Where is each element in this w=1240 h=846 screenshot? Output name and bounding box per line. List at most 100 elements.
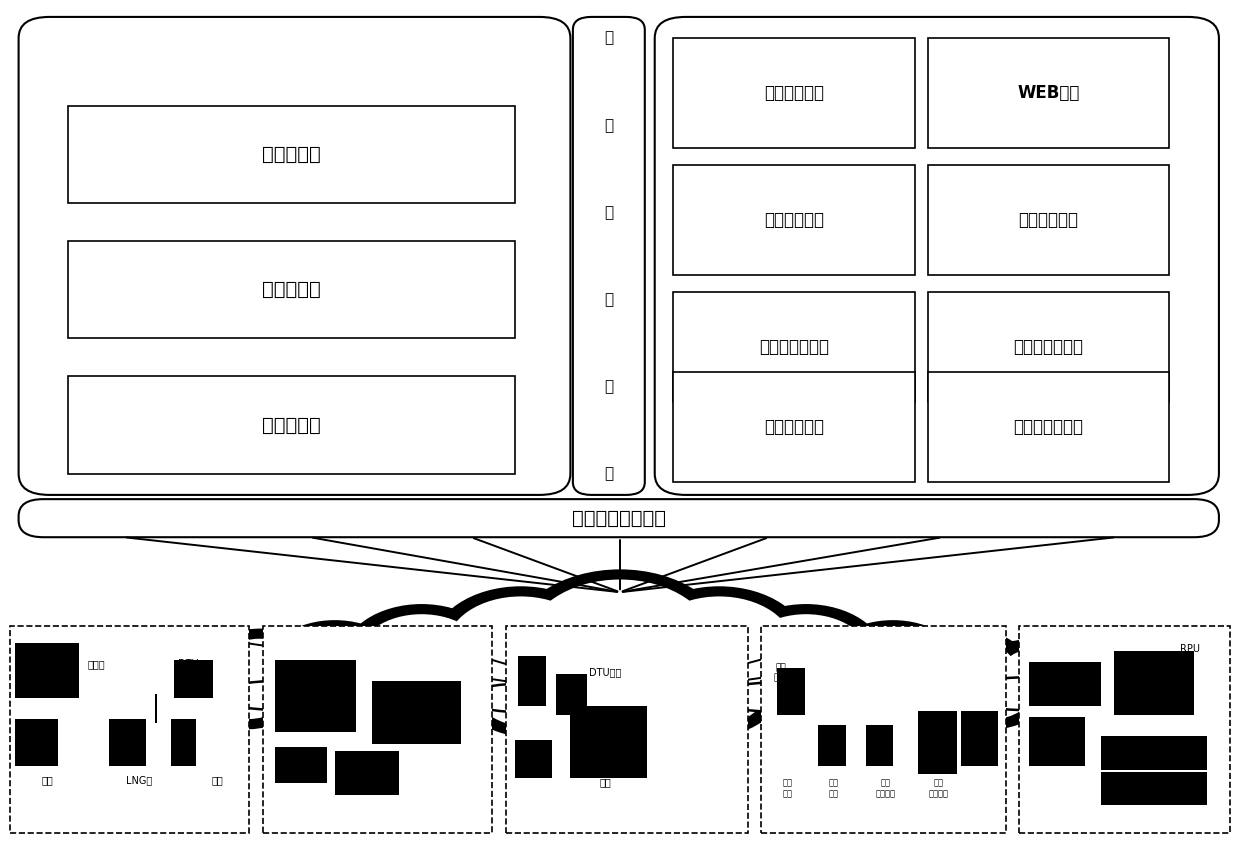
Text: 综合能量管理: 综合能量管理 bbox=[764, 84, 825, 102]
Text: 据: 据 bbox=[604, 292, 614, 307]
Ellipse shape bbox=[832, 679, 978, 711]
Circle shape bbox=[357, 614, 486, 702]
Bar bbox=[928, 372, 1169, 482]
Bar bbox=[15, 719, 58, 766]
Bar bbox=[818, 725, 846, 766]
Bar bbox=[263, 626, 492, 833]
Circle shape bbox=[645, 643, 769, 728]
Text: 视频及环境监控: 视频及环境监控 bbox=[1013, 418, 1084, 437]
Circle shape bbox=[754, 654, 858, 725]
Ellipse shape bbox=[465, 684, 601, 711]
Text: WEB发布: WEB发布 bbox=[1017, 84, 1080, 102]
Bar bbox=[777, 668, 805, 715]
Ellipse shape bbox=[1076, 673, 1205, 709]
Circle shape bbox=[645, 596, 794, 698]
Text: 保护信息监视: 保护信息监视 bbox=[764, 418, 825, 437]
Bar bbox=[866, 725, 893, 766]
Circle shape bbox=[149, 647, 236, 706]
Text: 专用数据网: 专用数据网 bbox=[593, 638, 647, 656]
Bar bbox=[68, 241, 515, 338]
Bar bbox=[109, 719, 146, 766]
Circle shape bbox=[630, 633, 784, 738]
FancyBboxPatch shape bbox=[655, 17, 1219, 495]
Bar bbox=[275, 747, 327, 783]
Text: 智能
水表: 智能 水表 bbox=[828, 779, 838, 798]
Circle shape bbox=[342, 604, 501, 712]
Bar bbox=[68, 106, 515, 203]
Bar bbox=[174, 660, 213, 698]
Ellipse shape bbox=[708, 681, 854, 713]
Bar bbox=[1101, 736, 1207, 770]
Circle shape bbox=[432, 586, 610, 708]
Ellipse shape bbox=[837, 682, 973, 709]
Circle shape bbox=[952, 665, 1032, 719]
FancyBboxPatch shape bbox=[19, 499, 1219, 537]
Bar bbox=[518, 656, 546, 706]
Circle shape bbox=[742, 614, 870, 702]
Text: 智能配网自动化: 智能配网自动化 bbox=[759, 338, 830, 356]
Text: 平: 平 bbox=[604, 379, 614, 394]
Text: 储能: 储能 bbox=[41, 775, 53, 785]
Circle shape bbox=[739, 644, 873, 735]
Circle shape bbox=[539, 626, 701, 736]
Circle shape bbox=[727, 604, 885, 712]
Circle shape bbox=[367, 644, 501, 735]
Bar bbox=[673, 165, 915, 275]
Bar bbox=[372, 681, 461, 744]
Ellipse shape bbox=[93, 677, 229, 707]
Circle shape bbox=[903, 629, 1032, 717]
Circle shape bbox=[72, 644, 176, 715]
Ellipse shape bbox=[956, 676, 1102, 711]
Bar bbox=[1101, 772, 1207, 805]
Bar bbox=[171, 719, 196, 766]
Text: 智能
采集器: 智能 采集器 bbox=[773, 663, 790, 682]
Text: 智能微网监控: 智能微网监控 bbox=[764, 211, 825, 229]
Bar bbox=[673, 38, 915, 148]
Bar bbox=[961, 711, 998, 766]
Text: 统一数据采集平台: 统一数据采集平台 bbox=[572, 508, 666, 528]
Circle shape bbox=[196, 629, 325, 717]
Bar bbox=[928, 292, 1169, 402]
Bar bbox=[570, 706, 647, 778]
Text: 智: 智 bbox=[604, 30, 614, 46]
Text: 综合应用层: 综合应用层 bbox=[262, 145, 321, 164]
Bar bbox=[918, 711, 957, 774]
Bar bbox=[155, 694, 157, 723]
Text: 太阳能: 太阳能 bbox=[88, 659, 105, 669]
Text: 台: 台 bbox=[604, 466, 614, 481]
FancyBboxPatch shape bbox=[573, 17, 645, 495]
Circle shape bbox=[279, 630, 391, 706]
Ellipse shape bbox=[212, 679, 358, 711]
Ellipse shape bbox=[341, 684, 477, 711]
Circle shape bbox=[512, 569, 728, 717]
Circle shape bbox=[630, 586, 808, 708]
Bar bbox=[928, 165, 1169, 275]
Ellipse shape bbox=[713, 684, 849, 711]
Bar bbox=[556, 674, 587, 715]
Text: DTU: DTU bbox=[179, 659, 198, 669]
Circle shape bbox=[193, 655, 303, 729]
Text: RPU: RPU bbox=[1180, 644, 1200, 654]
Text: DTU终端: DTU终端 bbox=[589, 667, 621, 678]
Bar bbox=[761, 626, 1006, 833]
Bar bbox=[928, 38, 1169, 148]
Text: 业务应用层: 业务应用层 bbox=[262, 280, 321, 299]
Circle shape bbox=[134, 637, 250, 717]
Circle shape bbox=[446, 596, 595, 698]
Bar bbox=[68, 376, 515, 474]
Ellipse shape bbox=[589, 684, 725, 711]
Circle shape bbox=[456, 633, 610, 738]
Bar bbox=[1114, 651, 1194, 715]
Bar bbox=[335, 751, 399, 795]
Circle shape bbox=[918, 639, 1017, 706]
FancyBboxPatch shape bbox=[19, 17, 570, 495]
Circle shape bbox=[471, 643, 595, 728]
Circle shape bbox=[527, 580, 713, 706]
Circle shape bbox=[937, 655, 1047, 729]
Circle shape bbox=[87, 654, 161, 705]
Bar bbox=[275, 660, 356, 732]
Text: 电表: 电表 bbox=[211, 775, 223, 785]
Bar bbox=[1029, 662, 1101, 706]
Circle shape bbox=[998, 647, 1085, 706]
Ellipse shape bbox=[88, 674, 234, 710]
